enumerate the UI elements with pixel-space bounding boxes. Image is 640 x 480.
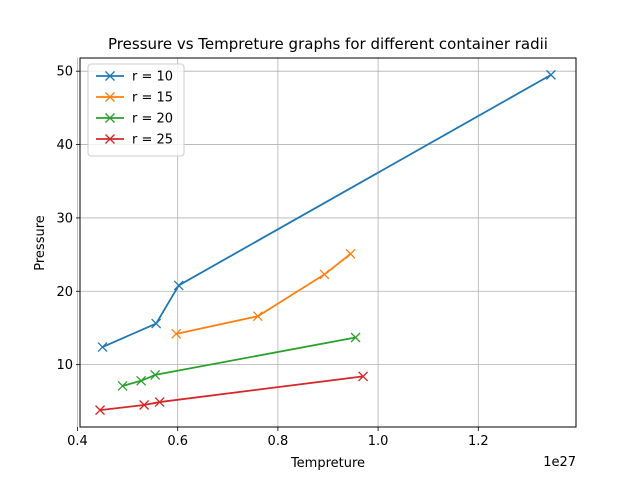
legend-label: r = 15 [132,91,173,106]
data-point [171,328,182,339]
y-tick-label: 50 [56,65,73,80]
data-point [97,342,108,352]
x-tick-label: 0.4 [67,434,88,449]
series-4 [95,371,369,416]
y-tick-label: 20 [56,285,73,300]
x-tick-label: 0.6 [167,434,188,449]
legend-marker [105,134,115,144]
x-tick-label: 1.0 [368,434,389,449]
legend-marker [105,92,115,102]
data-point [136,375,147,386]
chart-title: Pressure vs Tempreture graphs for differ… [108,35,548,53]
data-point [173,280,184,291]
series-line [102,74,552,348]
legend-entry: r = 15 [96,91,173,106]
series-layer [95,69,556,416]
legend-entry: r = 20 [96,112,173,127]
legend: r = 10 r = 15 r = 20 r = 25 [87,63,185,157]
data-point [350,332,361,343]
data-point [545,69,556,80]
x-tick-label: 0.8 [268,434,289,449]
legend-box [87,63,185,157]
legend-marker [105,71,115,81]
data-point [95,405,106,416]
plot-frame [79,57,577,428]
data-point [150,369,161,380]
data-point [358,371,369,382]
x-tick-label: 1.2 [468,434,489,449]
series-line [176,253,352,335]
legend-label: r = 20 [132,112,173,127]
data-point [252,311,263,322]
data-point [151,318,162,329]
series-line [122,336,356,387]
legend-label: r = 10 [132,70,173,85]
y-tick-label: 40 [56,138,73,153]
legend-label: r = 25 [132,133,173,148]
series-3 [117,332,361,391]
series-line [99,375,364,412]
legend-entry: r = 25 [96,133,173,148]
axis-ticks: 0.4 0.6 0.8 1.0 1.2 10 20 30 40 50 [56,65,488,449]
y-tick-label: 10 [56,358,73,373]
x-offset-label: 1e27 [543,455,576,470]
data-point [154,397,165,408]
y-axis-label: Pressure [33,215,48,271]
x-axis-label: Tempreture [290,456,365,471]
data-point [117,380,128,391]
data-point [319,269,330,280]
data-point [345,248,356,259]
y-tick-label: 30 [56,211,73,226]
legend-entry: r = 10 [96,70,173,85]
series-2 [171,248,356,339]
data-point [139,400,150,410]
series-1 [97,69,556,352]
legend-marker [105,113,115,123]
